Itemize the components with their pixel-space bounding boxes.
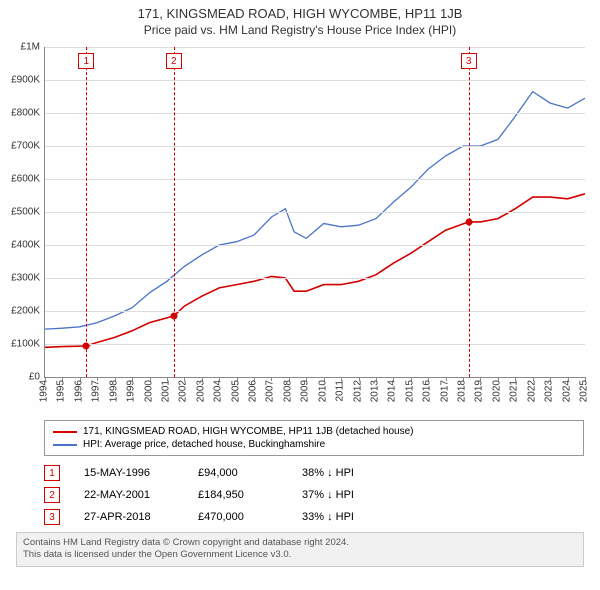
- event-price: £184,950: [198, 489, 278, 501]
- x-tick-label: 2002: [178, 380, 189, 402]
- legend: 171, KINGSMEAD ROAD, HIGH WYCOMBE, HP11 …: [44, 420, 584, 456]
- x-tick-label: 2016: [422, 380, 433, 402]
- events-table: 1 15-MAY-1996 £94,000 38% ↓ HPI 2 22-MAY-2001…: [44, 462, 584, 528]
- event-vline: [469, 47, 470, 377]
- chart-area: £0£100K£200K£300K£400K£500K£600K£700K£80…: [44, 47, 584, 412]
- x-tick-label: 2005: [230, 380, 241, 402]
- event-price: £470,000: [198, 511, 278, 523]
- x-tick-label: 2023: [544, 380, 555, 402]
- x-tick-label: 2001: [160, 380, 171, 402]
- title-subtitle: Price paid vs. HM Land Registry's House …: [0, 23, 600, 37]
- y-tick-label: £800K: [0, 108, 40, 119]
- gridline: [45, 113, 585, 114]
- title-address: 171, KINGSMEAD ROAD, HIGH WYCOMBE, HP11 …: [0, 6, 600, 21]
- x-tick-label: 2004: [213, 380, 224, 402]
- gridline: [45, 311, 585, 312]
- event-date: 27-APR-2018: [84, 511, 174, 523]
- legend-label: 171, KINGSMEAD ROAD, HIGH WYCOMBE, HP11 …: [83, 426, 413, 437]
- y-tick-label: £500K: [0, 207, 40, 218]
- x-tick-label: 2014: [387, 380, 398, 402]
- event-date: 22-MAY-2001: [84, 489, 174, 501]
- series-hpi: [45, 92, 585, 330]
- gridline: [45, 80, 585, 81]
- event-row-marker: 2: [44, 487, 60, 503]
- series-price_paid: [45, 194, 585, 347]
- x-tick-label: 2007: [265, 380, 276, 402]
- x-tick-label: 2015: [404, 380, 415, 402]
- legend-swatch: [53, 431, 77, 433]
- x-tick-label: 2008: [282, 380, 293, 402]
- y-tick-label: £700K: [0, 141, 40, 152]
- y-tick-label: £300K: [0, 273, 40, 284]
- y-tick-label: £900K: [0, 75, 40, 86]
- gridline: [45, 344, 585, 345]
- legend-swatch: [53, 444, 77, 446]
- event-marker-3: 3: [461, 53, 477, 69]
- event-row-marker: 3: [44, 509, 60, 525]
- x-tick-label: 2006: [248, 380, 259, 402]
- y-tick-label: £200K: [0, 306, 40, 317]
- x-tick-label: 2020: [491, 380, 502, 402]
- y-axis: £0£100K£200K£300K£400K£500K£600K£700K£80…: [0, 47, 40, 377]
- gridline: [45, 278, 585, 279]
- x-tick-label: 2019: [474, 380, 485, 402]
- y-tick-label: £400K: [0, 240, 40, 251]
- x-tick-label: 2018: [457, 380, 468, 402]
- event-marker-1: 1: [78, 53, 94, 69]
- x-tick-label: 1998: [108, 380, 119, 402]
- x-tick-label: 2022: [526, 380, 537, 402]
- event-vline: [86, 47, 87, 377]
- y-tick-label: £1M: [0, 42, 40, 53]
- event-delta: 37% ↓ HPI: [302, 489, 354, 501]
- y-tick-label: £100K: [0, 339, 40, 350]
- event-row: 3 27-APR-2018 £470,000 33% ↓ HPI: [44, 506, 584, 528]
- legend-label: HPI: Average price, detached house, Buck…: [83, 439, 325, 450]
- legend-item-price-paid: 171, KINGSMEAD ROAD, HIGH WYCOMBE, HP11 …: [53, 425, 575, 438]
- gridline: [45, 179, 585, 180]
- x-tick-label: 1995: [56, 380, 67, 402]
- event-dot: [83, 342, 90, 349]
- event-price: £94,000: [198, 467, 278, 479]
- x-tick-label: 2017: [439, 380, 450, 402]
- event-row: 2 22-MAY-2001 £184,950 37% ↓ HPI: [44, 484, 584, 506]
- event-vline: [174, 47, 175, 377]
- x-axis: 1994199519961997199819992000200120022003…: [44, 378, 584, 412]
- gridline: [45, 146, 585, 147]
- x-tick-label: 2025: [579, 380, 590, 402]
- x-tick-label: 2013: [369, 380, 380, 402]
- x-tick-label: 2011: [335, 380, 346, 402]
- gridline: [45, 245, 585, 246]
- y-tick-label: £0: [0, 372, 40, 383]
- x-tick-label: 2012: [352, 380, 363, 402]
- plot-region: 1 2 3: [44, 47, 585, 378]
- event-row: 1 15-MAY-1996 £94,000 38% ↓ HPI: [44, 462, 584, 484]
- event-delta: 38% ↓ HPI: [302, 467, 354, 479]
- x-tick-label: 1999: [126, 380, 137, 402]
- x-tick-label: 2009: [300, 380, 311, 402]
- event-delta: 33% ↓ HPI: [302, 511, 354, 523]
- x-tick-label: 2021: [509, 380, 520, 402]
- event-date: 15-MAY-1996: [84, 467, 174, 479]
- x-tick-label: 2003: [195, 380, 206, 402]
- gridline: [45, 212, 585, 213]
- footer-line: This data is licensed under the Open Gov…: [23, 549, 577, 561]
- legend-item-hpi: HPI: Average price, detached house, Buck…: [53, 438, 575, 451]
- y-tick-label: £600K: [0, 174, 40, 185]
- x-tick-label: 1994: [39, 380, 50, 402]
- licence-footer: Contains HM Land Registry data © Crown c…: [16, 532, 584, 567]
- x-tick-label: 1997: [91, 380, 102, 402]
- x-tick-label: 2024: [561, 380, 572, 402]
- event-row-marker: 1: [44, 465, 60, 481]
- footer-line: Contains HM Land Registry data © Crown c…: [23, 537, 577, 549]
- event-marker-2: 2: [166, 53, 182, 69]
- x-tick-label: 2010: [317, 380, 328, 402]
- x-tick-label: 1996: [73, 380, 84, 402]
- event-dot: [170, 312, 177, 319]
- event-dot: [465, 218, 472, 225]
- x-tick-label: 2000: [143, 380, 154, 402]
- chart-container: 171, KINGSMEAD ROAD, HIGH WYCOMBE, HP11 …: [0, 0, 600, 567]
- gridline: [45, 47, 585, 48]
